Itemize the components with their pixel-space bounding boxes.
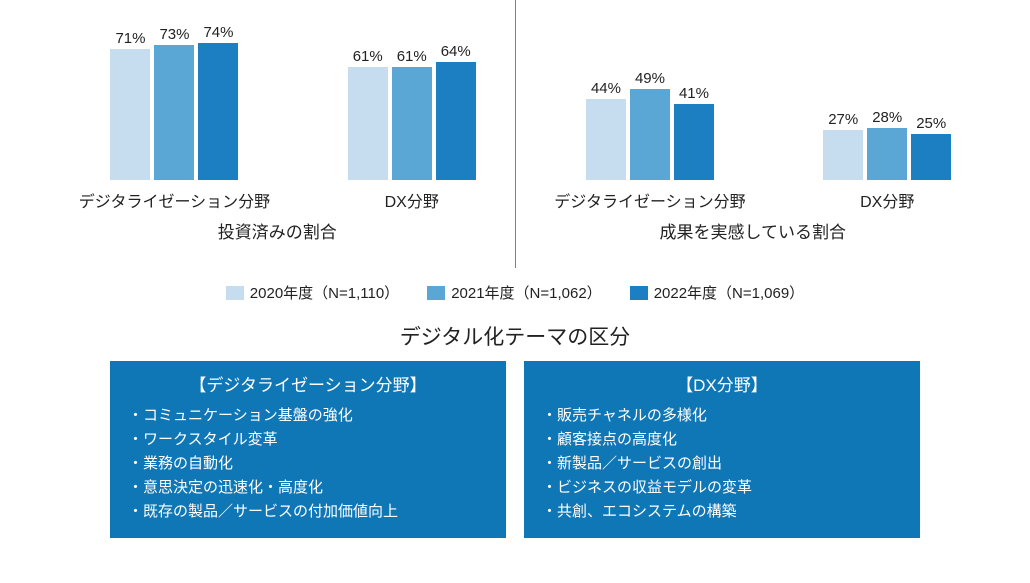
bar-value-label: 28%	[872, 109, 902, 126]
bar	[392, 67, 432, 180]
chart-group: 61% 61% 64% DX分野	[348, 43, 476, 212]
panel-list-item: 販売チャネルの多様化	[542, 404, 902, 428]
panel-title: 【デジタライゼーション分野】	[128, 371, 488, 396]
chart-left-half: 71% 73% 74% デジタライゼーション分野 61% 61% 64% DX分野 投資済みの…	[40, 0, 516, 268]
bar	[630, 89, 670, 180]
panel-list: 販売チャネルの多様化顧客接点の高度化新製品／サービスの創出ビジネスの収益モデルの…	[542, 404, 902, 524]
bar-value-label: 61%	[353, 48, 383, 65]
bar-value-label: 73%	[159, 26, 189, 43]
bar	[110, 49, 150, 180]
legend-item: 2021年度（N=1,062）	[427, 282, 602, 303]
bar-value-label: 74%	[203, 24, 233, 41]
panel-list-item: 既存の製品／サービスの付加価値向上	[128, 500, 488, 524]
chart-right-half: 44% 49% 41% デジタライゼーション分野 27% 28% 25% DX分野 成果を実感…	[516, 0, 991, 268]
panel-digitalization: 【デジタライゼーション分野】 コミュニケーション基盤の強化ワークスタイル変革業務…	[110, 361, 506, 538]
chart-area: 71% 73% 74% デジタライゼーション分野 61% 61% 64% DX分野 投資済みの…	[0, 0, 1030, 268]
bar	[348, 67, 388, 180]
bar	[436, 62, 476, 180]
bar	[586, 99, 626, 180]
legend: 2020年度（N=1,110） 2021年度（N=1,062） 2022年度（N…	[0, 282, 1030, 303]
group-name: デジタライゼーション分野	[79, 188, 270, 212]
group-name: デジタライゼーション分野	[554, 188, 745, 212]
bar-value-label: 44%	[591, 80, 621, 97]
panel-list-item: 業務の自動化	[128, 452, 488, 476]
bar-value-label: 64%	[441, 43, 471, 60]
group-name: DX分野	[385, 188, 439, 212]
bar-value-label: 27%	[828, 111, 858, 128]
panel-list-item: コミュニケーション基盤の強化	[128, 404, 488, 428]
legend-label: 2020年度（N=1,110）	[250, 282, 399, 303]
legend-label: 2021年度（N=1,062）	[451, 282, 602, 303]
chart-group: 44% 49% 41% デジタライゼーション分野	[554, 70, 745, 212]
bar	[911, 134, 951, 180]
section-title: デジタル化テーマの区分	[0, 321, 1030, 351]
group-name: DX分野	[860, 188, 914, 212]
bar-value-label: 49%	[635, 70, 665, 87]
panels: 【デジタライゼーション分野】 コミュニケーション基盤の強化ワークスタイル変革業務…	[0, 361, 1030, 548]
panel-list-item: 新製品／サービスの創出	[542, 452, 902, 476]
bar-value-label: 61%	[397, 48, 427, 65]
bar	[823, 130, 863, 180]
panel-list-item: 共創、エコシステムの構築	[542, 500, 902, 524]
bar-value-label: 71%	[115, 30, 145, 47]
chart-group: 71% 73% 74% デジタライゼーション分野	[79, 24, 270, 212]
legend-swatch	[630, 286, 648, 300]
panel-list-item: 顧客接点の高度化	[542, 428, 902, 452]
bar-value-label: 25%	[916, 115, 946, 132]
bar	[867, 128, 907, 180]
legend-item: 2020年度（N=1,110）	[226, 282, 399, 303]
panel-title: 【DX分野】	[542, 371, 902, 396]
chart-group: 27% 28% 25% DX分野	[823, 109, 951, 212]
panel-list-item: ビジネスの収益モデルの変革	[542, 476, 902, 500]
legend-label: 2022年度（N=1,069）	[654, 282, 805, 303]
bar	[154, 45, 194, 180]
right-half-title: 成果を実感している割合	[660, 218, 847, 243]
legend-item: 2022年度（N=1,069）	[630, 282, 805, 303]
panel-dx: 【DX分野】 販売チャネルの多様化顧客接点の高度化新製品／サービスの創出ビジネス…	[524, 361, 920, 538]
panel-list-item: ワークスタイル変革	[128, 428, 488, 452]
bar	[198, 43, 238, 180]
left-half-title: 投資済みの割合	[218, 218, 337, 243]
legend-swatch	[427, 286, 445, 300]
bar	[674, 104, 714, 180]
bar-value-label: 41%	[679, 85, 709, 102]
panel-list: コミュニケーション基盤の強化ワークスタイル変革業務の自動化意思決定の迅速化・高度…	[128, 404, 488, 524]
legend-swatch	[226, 286, 244, 300]
panel-list-item: 意思決定の迅速化・高度化	[128, 476, 488, 500]
